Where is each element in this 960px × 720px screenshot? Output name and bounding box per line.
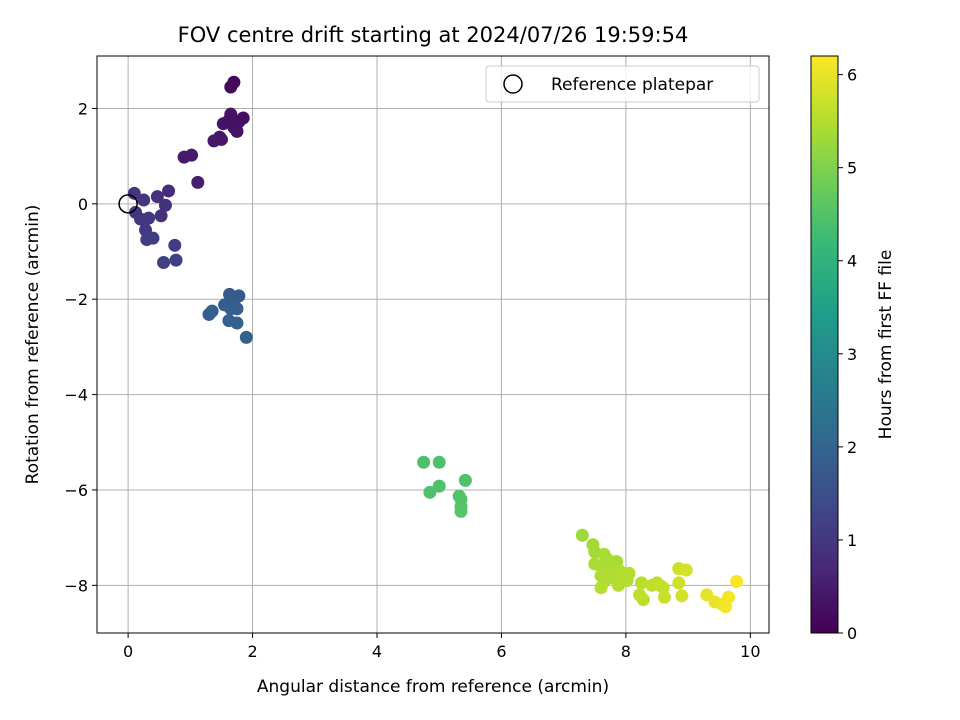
x-axis-label: Angular distance from reference (arcmin)	[257, 677, 609, 697]
colorbar-tick-label: 4	[847, 252, 857, 271]
data-point	[224, 302, 238, 316]
colorbar-ticks: 0 1 2 3 4 5 6	[838, 66, 857, 643]
colorbar-tick-label: 0	[847, 624, 857, 643]
colorbar-tick-label: 2	[847, 438, 857, 457]
y-tick-label: 2	[78, 99, 88, 118]
data-point	[423, 485, 437, 499]
data-point	[232, 289, 246, 303]
legend-reference-icon	[503, 74, 523, 94]
y-axis-label: Rotation from reference (arcmin)	[23, 205, 43, 485]
data-point	[205, 304, 219, 318]
data-point	[575, 528, 589, 542]
data-point	[127, 186, 141, 200]
data-point	[675, 589, 689, 603]
data-point	[636, 593, 650, 607]
data-point	[236, 111, 250, 125]
data-point	[730, 574, 744, 588]
reference-platepar-marker	[118, 194, 138, 214]
x-axis-ticks: 0 2 4 6 8 10	[123, 633, 761, 661]
data-point	[191, 175, 205, 189]
data-point	[142, 211, 156, 225]
y-tick-label: −6	[64, 481, 88, 500]
plot-frame	[96, 55, 770, 634]
data-point	[679, 563, 693, 577]
data-point	[162, 184, 176, 198]
data-point	[634, 576, 648, 590]
chart-title: FOV centre drift starting at 2024/07/26 …	[178, 23, 689, 47]
y-tick-label: 0	[78, 195, 88, 214]
data-point	[657, 590, 671, 604]
colorbar-tick-label: 6	[847, 66, 857, 85]
data-point	[239, 330, 253, 344]
data-point	[168, 238, 182, 252]
y-tick-label: −4	[64, 386, 88, 405]
data-point	[458, 473, 472, 487]
x-tick-label: 6	[496, 642, 506, 661]
data-point	[146, 231, 160, 245]
data-point	[722, 590, 736, 604]
colorbar-tick-label: 5	[847, 159, 857, 178]
x-tick-label: 4	[372, 642, 382, 661]
x-tick-label: 0	[123, 642, 133, 661]
x-tick-label: 10	[740, 642, 760, 661]
data-point	[227, 75, 241, 89]
data-point	[656, 581, 670, 595]
data-point	[620, 574, 634, 588]
data-point	[158, 198, 172, 212]
data-point	[432, 479, 446, 493]
data-point	[154, 209, 168, 223]
data-point	[594, 581, 608, 595]
data-point	[672, 576, 686, 590]
data-point	[137, 193, 151, 207]
y-tick-label: −8	[64, 576, 88, 595]
grid	[97, 56, 769, 633]
data-point	[214, 132, 228, 146]
legend: Reference platepar	[485, 65, 760, 103]
data-point	[432, 455, 446, 469]
data-point	[417, 455, 431, 469]
data-point	[169, 253, 183, 267]
data-point	[230, 316, 244, 330]
data-point	[224, 107, 238, 121]
colorbar	[810, 55, 839, 634]
data-point	[157, 255, 171, 269]
y-axis-ticks: −8 −6 −4 −2 0 2	[64, 99, 97, 595]
y-tick-label: −2	[64, 290, 88, 309]
colorbar-label: Hours from first FF file	[876, 250, 896, 440]
scatter-points	[127, 75, 744, 614]
data-point	[229, 120, 243, 134]
colorbar-tick-label: 1	[847, 531, 857, 550]
x-tick-label: 2	[247, 642, 257, 661]
x-tick-label: 8	[621, 642, 631, 661]
data-point	[150, 190, 164, 204]
data-point	[454, 504, 468, 518]
legend-box	[485, 65, 760, 103]
data-point	[185, 148, 199, 162]
colorbar-tick-label: 3	[847, 345, 857, 364]
legend-label-reference-platepar: Reference platepar	[551, 75, 713, 95]
